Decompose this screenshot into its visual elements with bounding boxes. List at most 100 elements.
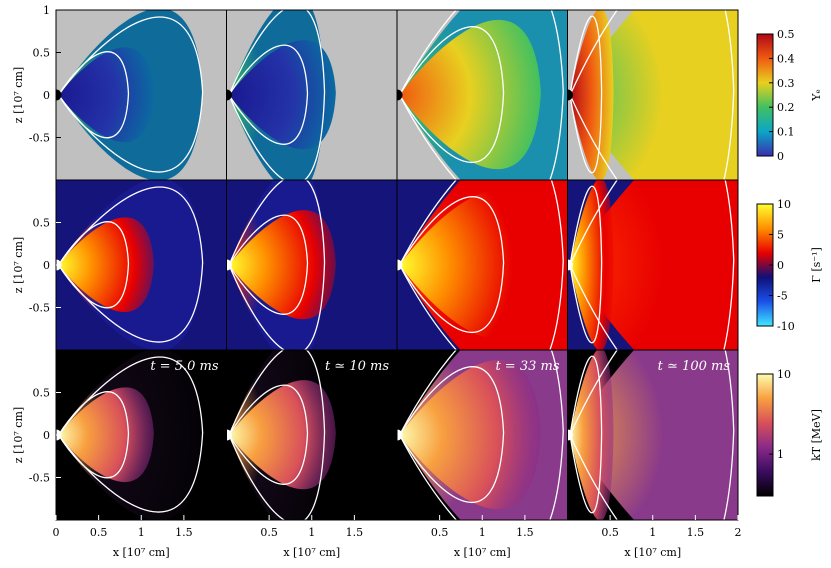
density-contour-outer: [228, 10, 326, 180]
x-tick-label: 1.5: [516, 526, 534, 539]
panel-field: [56, 350, 227, 520]
panel-field: [397, 350, 568, 520]
x-axis-label: x [10⁷ cm]: [113, 546, 170, 559]
panel-field: [567, 350, 738, 520]
central-object: [397, 429, 403, 441]
panel-r0-c2: [396, 9, 568, 181]
x-axis-label: x [10⁷ cm]: [624, 546, 681, 559]
colorbar-tick-label: 1: [777, 448, 784, 461]
density-contour-outer: [398, 10, 564, 180]
colorbar-tick-label: 0.1: [777, 126, 795, 139]
density-contour-inner: [569, 355, 603, 514]
panel-field: [56, 180, 227, 350]
panel-r2-c3: [567, 349, 739, 521]
colorbar-label-ye: Yₑ: [810, 89, 823, 102]
y-tick-label: 0.5: [33, 47, 51, 60]
colorbar-tick-label: -5: [777, 290, 788, 303]
panel-field: [397, 180, 568, 350]
colorbar-tick-label: 0.5: [777, 28, 795, 41]
density-contour-outer: [569, 350, 735, 520]
y-tick-label: 0.5: [33, 217, 51, 230]
core-region: [399, 189, 541, 340]
central-object: [567, 89, 573, 101]
y-tick-label: -0.5: [29, 132, 50, 145]
panel-field: [226, 180, 397, 350]
panel-r1-c2: [396, 179, 568, 351]
core-region: [229, 380, 336, 490]
density-contour-outer: [57, 356, 204, 513]
x-tick-label: 0.5: [431, 526, 449, 539]
colorbar-tick-label: 5: [777, 229, 784, 242]
panel-r2-c0: [55, 349, 227, 521]
colorbar-tick-label: 0.4: [777, 52, 795, 65]
density-contour-outer: [569, 180, 735, 350]
x-tick-label: 1.5: [346, 526, 364, 539]
density-contour-outer: [569, 10, 735, 180]
x-tick-label: 1: [479, 526, 486, 539]
y-tick-label: -0.5: [29, 472, 50, 485]
y-axis-label: z [10⁷ cm]: [12, 237, 25, 293]
density-contour-inner: [569, 15, 603, 174]
density-contour-inner: [398, 26, 505, 163]
colorbar-tick-label: 0.3: [777, 77, 795, 90]
density-contour-outer: [57, 186, 204, 343]
density-contour-outer: [228, 180, 326, 350]
time-label: t ≃ 100 ms: [658, 359, 731, 374]
panel-field: [56, 10, 227, 180]
density-contour-outer: [228, 350, 326, 520]
panel-r0-c3: [567, 9, 739, 181]
core-region: [58, 387, 154, 483]
panel-r1-c0: [55, 179, 227, 351]
core-region: [229, 210, 336, 320]
colorbar-tick-label: 0.2: [777, 101, 795, 114]
central-object: [397, 259, 403, 271]
central-object: [226, 429, 232, 441]
central-object: [567, 429, 573, 441]
time-label: t ≃ 10 ms: [325, 359, 389, 374]
y-tick-label: 0: [43, 429, 50, 442]
panel-r1-c3: [567, 179, 739, 351]
panel-r2-c2: [396, 349, 568, 521]
outflow-region: [570, 180, 738, 350]
density-contour-outer: [398, 180, 564, 350]
colorbar-tick-label: 0: [777, 150, 784, 163]
x-tick-label: 1: [649, 526, 656, 539]
core-region: [58, 47, 154, 143]
outflow-region: [570, 350, 738, 520]
axes-labels: x [10⁷ cm] x [10⁷ cm] x [10⁷ cm] x [10⁷ …: [12, 4, 742, 559]
density-contour-inner: [228, 214, 309, 315]
outflow-region: [570, 10, 738, 180]
y-tick-label: -0.5: [29, 302, 50, 315]
x-tick-label: 0.5: [601, 526, 619, 539]
central-object: [567, 259, 573, 271]
density-contour-inner: [398, 366, 505, 503]
panel-grid: [55, 9, 739, 521]
time-labels: t = 5.0 ms t ≃ 10 ms t = 33 ms t ≃ 100 m…: [150, 359, 730, 374]
panel-field: [567, 10, 738, 180]
y-tick-label: 0.5: [33, 387, 51, 400]
x-tick-label: 1.5: [175, 526, 193, 539]
x-tick-label: 0.5: [260, 526, 278, 539]
density-contour-inner: [569, 185, 603, 344]
y-tick-label: 0: [43, 89, 50, 102]
x-tick-label: 2: [735, 526, 742, 539]
y-tick-label: 0: [43, 259, 50, 272]
x-axis-label: x [10⁷ cm]: [454, 546, 511, 559]
core-region: [570, 350, 614, 520]
colorbar-label-gamma: Γ [s⁻¹]: [810, 247, 823, 283]
panel-r0-c1: [226, 9, 398, 181]
density-contour-inner: [398, 196, 505, 333]
density-contour-inner: [228, 44, 309, 145]
panel-field: [397, 10, 568, 180]
time-label: t = 33 ms: [495, 359, 559, 374]
x-tick-label: 1: [308, 526, 315, 539]
x-tick-label: 1: [138, 526, 145, 539]
core-region: [229, 40, 336, 150]
colorbars: Yₑ Γ [s⁻¹] kT [MeV] 0 0.1 0.2 0.3 0.4 0.5 -10 -…: [756, 28, 823, 497]
colorbar-label-kt: kT [MeV]: [810, 409, 823, 461]
colorbar: [756, 33, 774, 157]
core-region: [399, 359, 541, 510]
density-contour-inner: [228, 384, 309, 485]
panel-r0-c0: [55, 9, 227, 181]
